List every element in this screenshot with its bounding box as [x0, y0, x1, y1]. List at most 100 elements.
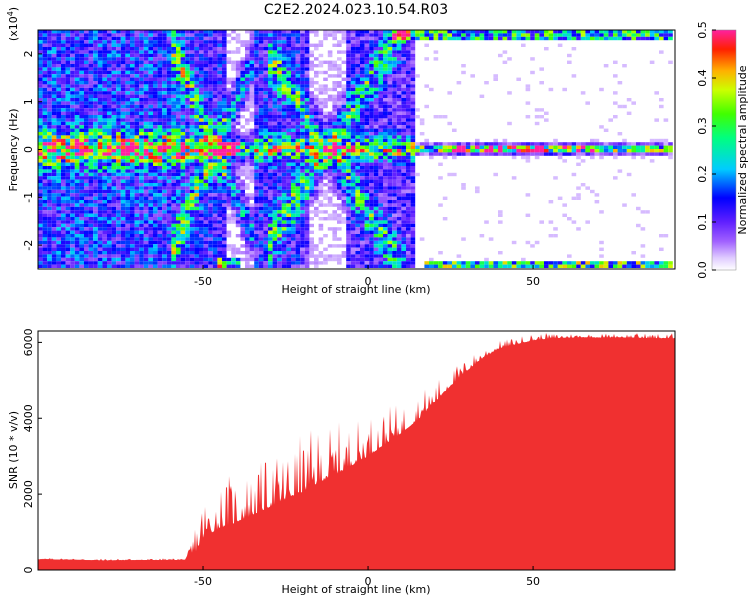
heatmap-cell	[180, 172, 186, 177]
heatmap-cell	[240, 186, 245, 190]
heatmap-cell	[217, 183, 222, 187]
heatmap-cell	[97, 257, 103, 262]
heatmap-cell	[235, 111, 241, 115]
heatmap-cell	[346, 244, 351, 248]
heatmap-cell	[291, 237, 296, 241]
heatmap-cell	[42, 172, 48, 177]
heatmap-cell	[304, 60, 310, 64]
heatmap-cell	[130, 81, 135, 85]
heatmap-cell	[281, 223, 287, 228]
heatmap-cell	[369, 132, 374, 136]
heatmap-cell	[79, 213, 84, 217]
heatmap-cell	[240, 172, 245, 177]
heatmap-cell	[346, 142, 351, 146]
heatmap-cell	[88, 206, 94, 211]
heatmap-cell	[263, 138, 268, 143]
heatmap-cell	[281, 87, 287, 92]
heatmap-cell	[217, 257, 222, 262]
heatmap-cell	[143, 135, 149, 139]
heatmap-cell	[125, 98, 130, 102]
heatmap-cell	[300, 223, 305, 228]
heatmap-cell	[125, 125, 130, 129]
heatmap-cell	[47, 237, 52, 241]
heatmap-cell	[56, 159, 61, 163]
heatmap-cell	[139, 74, 144, 78]
heatmap-cell	[231, 138, 236, 143]
heatmap-cell	[332, 125, 337, 129]
heatmap-cell	[258, 169, 264, 173]
heatmap-cell	[258, 261, 264, 265]
heatmap-cell	[130, 264, 135, 268]
heatmap-cell	[38, 247, 43, 251]
heatmap-cell	[263, 70, 268, 75]
heatmap-cell	[51, 43, 57, 47]
heatmap-cell	[51, 118, 57, 122]
heatmap-cell	[166, 115, 172, 119]
heatmap-cell	[189, 257, 195, 262]
heatmap-cell	[74, 169, 80, 173]
heatmap-cell	[304, 138, 310, 143]
heatmap-cell	[116, 227, 121, 231]
heatmap-cell	[360, 135, 365, 139]
heatmap-cell	[360, 91, 365, 95]
heatmap-cell	[107, 244, 112, 248]
heatmap-cell	[61, 166, 66, 170]
heatmap-cell	[212, 264, 218, 268]
heatmap-cell	[291, 189, 296, 194]
heatmap-cell	[134, 64, 140, 68]
heatmap-cell	[291, 36, 296, 41]
heatmap-cell	[120, 36, 126, 41]
heatmap-cell	[61, 53, 66, 58]
heatmap-cell	[125, 36, 130, 41]
heatmap-cell	[107, 101, 112, 105]
heatmap-cell	[180, 36, 186, 41]
heatmap-cell	[346, 74, 351, 78]
heatmap-cell	[93, 81, 98, 85]
heatmap-cell	[199, 142, 204, 146]
heatmap-cell	[304, 77, 310, 81]
heatmap-cell	[300, 30, 305, 34]
heatmap-cell	[42, 132, 48, 136]
heatmap-cell	[212, 111, 218, 115]
heatmap-cell	[217, 247, 222, 251]
heatmap-cell	[65, 237, 71, 241]
heatmap-cell	[162, 43, 167, 47]
heatmap-cell	[222, 227, 227, 231]
heatmap-cell	[148, 172, 153, 177]
heatmap-cell	[332, 149, 337, 153]
heatmap-cell	[208, 251, 213, 255]
heatmap-cell	[295, 128, 301, 132]
heatmap-cell	[88, 247, 94, 251]
heatmap-cell	[134, 111, 140, 115]
heatmap-cell	[300, 104, 305, 109]
heatmap-cell	[217, 128, 222, 132]
heatmap-cell	[314, 166, 319, 170]
heatmap-cell	[369, 196, 374, 200]
heatmap-cell	[194, 176, 199, 180]
heatmap-cell	[240, 98, 245, 102]
heatmap-cell	[47, 74, 52, 78]
heatmap-cell	[332, 166, 337, 170]
heatmap-cell	[263, 108, 268, 112]
heatmap-cell	[47, 94, 52, 98]
heatmap-cell	[364, 30, 370, 34]
heatmap-cell	[162, 251, 167, 255]
heatmap-cell	[79, 47, 84, 51]
heatmap-cell	[346, 155, 351, 160]
heatmap-cell	[199, 169, 204, 173]
heatmap-cell	[84, 264, 89, 268]
heatmap-cell	[350, 111, 356, 115]
heatmap-cell	[212, 166, 218, 170]
heatmap-cell	[346, 108, 351, 112]
heatmap-cell	[231, 186, 236, 190]
heatmap-cell	[332, 210, 337, 214]
heatmap-cell	[341, 108, 347, 112]
heatmap-cell	[378, 64, 383, 68]
heatmap-cell	[162, 230, 167, 234]
heatmap-cell	[134, 138, 140, 143]
heatmap-cell	[139, 186, 144, 190]
heatmap-cell	[157, 30, 163, 34]
heatmap-cell	[222, 264, 227, 268]
heatmap-cell	[130, 172, 135, 177]
heatmap-cell	[350, 200, 356, 204]
